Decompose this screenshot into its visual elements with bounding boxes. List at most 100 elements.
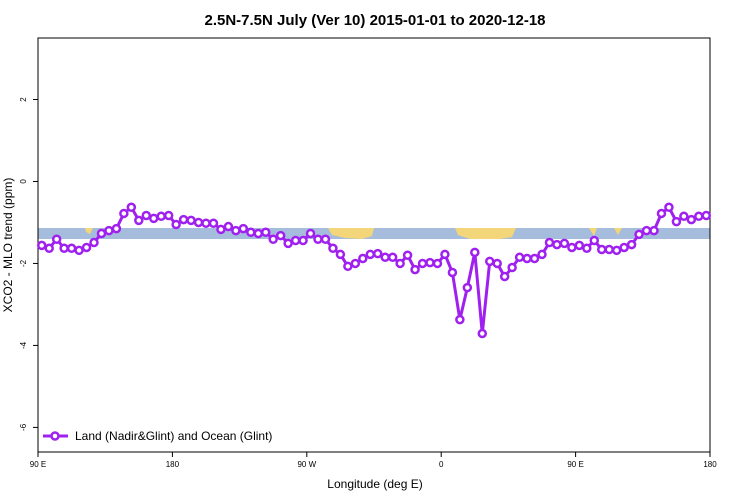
data-point (141, 210, 152, 221)
data-point (492, 258, 502, 269)
data-point (686, 214, 697, 225)
data-point (44, 243, 54, 254)
y-tick-label: -2 (19, 259, 28, 267)
data-point (231, 225, 241, 236)
x-tick-label: 0 (439, 460, 444, 469)
data-point (81, 242, 92, 253)
data-point (522, 253, 532, 264)
data-point (432, 258, 443, 269)
data-point (567, 242, 577, 253)
data-point (208, 218, 219, 229)
y-tick-label: -6 (19, 423, 28, 431)
data-point (260, 227, 271, 238)
data-point (74, 245, 84, 256)
data-point (283, 238, 293, 249)
data-point (365, 249, 376, 260)
legend-marker (50, 431, 60, 441)
data-point (529, 253, 540, 264)
y-tick-label: 0 (19, 179, 28, 184)
data-point (305, 228, 316, 239)
x-tick-label: 90 E (567, 460, 583, 469)
data-point (537, 249, 547, 260)
legend-label: Land (Nadir&Glint) and Ocean (Glint) (75, 429, 272, 443)
data-point (313, 234, 323, 245)
data-point (51, 234, 62, 245)
data-point (656, 208, 667, 219)
data-point (425, 257, 435, 268)
y-tick-label: 2 (19, 97, 28, 102)
x-tick-label: 90 W (297, 460, 316, 469)
data-point (410, 264, 420, 275)
data-point (470, 247, 480, 258)
x-axis-label: Longitude (deg E) (327, 477, 422, 491)
data-point (380, 252, 390, 263)
y-tick-label: -4 (19, 341, 28, 349)
data-point (679, 211, 689, 222)
map-strip (38, 228, 710, 239)
data-point (223, 221, 234, 232)
chart-title: 2.5N-7.5N July (Ver 10) 2015-01-01 to 20… (204, 12, 545, 29)
data-point (701, 210, 712, 221)
data-point (148, 213, 159, 224)
data-point (335, 249, 346, 260)
data-point (246, 227, 256, 238)
y-axis-label: XCO2 - MLO trend (ppm) (1, 178, 15, 313)
x-tick-label: 90 E (30, 460, 46, 469)
data-point (507, 262, 517, 273)
data-point (343, 261, 353, 272)
data-point (163, 210, 174, 221)
data-point (320, 234, 331, 245)
data-point (111, 223, 122, 234)
data-point (544, 237, 555, 248)
data-point (358, 253, 368, 264)
data-point (36, 240, 47, 251)
data-point (574, 240, 585, 251)
data-point (253, 228, 264, 239)
data-point (186, 215, 196, 226)
data-point (290, 235, 301, 246)
data-point (499, 271, 510, 282)
data-point (671, 216, 682, 227)
data-point (216, 224, 226, 235)
data-point (514, 252, 525, 263)
data-point (447, 267, 458, 278)
data-point (484, 256, 495, 267)
data-point (275, 230, 286, 241)
x-tick-label: 180 (703, 460, 717, 469)
data-point (238, 223, 249, 234)
data-point (604, 244, 614, 255)
data-point (462, 282, 473, 293)
data-point (193, 217, 204, 228)
data-point (119, 208, 129, 219)
data-point (89, 237, 99, 248)
data-point (619, 242, 629, 253)
data-point (626, 239, 637, 250)
data-point (589, 235, 600, 246)
data-point (649, 225, 659, 236)
data-point (66, 243, 77, 254)
data-point (126, 202, 137, 213)
x-tick-label: 180 (166, 460, 180, 469)
data-point (440, 249, 450, 260)
data-point (694, 211, 704, 222)
data-point (201, 218, 211, 229)
data-point (552, 239, 562, 250)
data-point (395, 258, 405, 269)
data-point (96, 228, 107, 239)
data-point (641, 225, 652, 236)
data-point (596, 244, 607, 255)
data-point (477, 328, 488, 339)
data-point (582, 243, 592, 254)
data-point (417, 258, 428, 269)
data-point (298, 235, 308, 246)
data-point (171, 219, 181, 230)
data-point (350, 258, 361, 269)
data-point (455, 314, 465, 325)
data-point (59, 243, 69, 254)
data-point (268, 234, 278, 245)
data-point (559, 238, 570, 249)
data-point (387, 252, 398, 263)
data-point (664, 202, 674, 213)
